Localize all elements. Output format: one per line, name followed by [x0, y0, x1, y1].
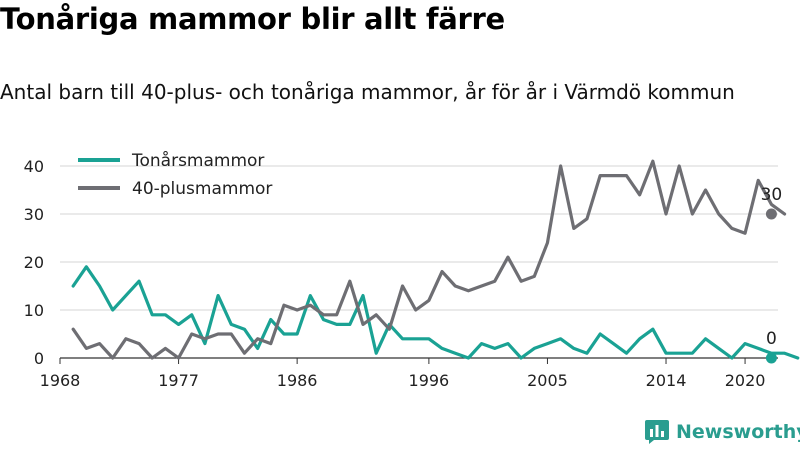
- y-tick-label: 30: [24, 205, 44, 224]
- newsworthy-logo-icon: [645, 420, 669, 444]
- x-tick-label: 1996: [409, 371, 450, 390]
- end-marker: [765, 352, 777, 364]
- chart-subtitle: Antal barn till 40-plus- och tonåriga ma…: [0, 80, 735, 104]
- newsworthy-brand[interactable]: Newsworthy: [645, 420, 800, 444]
- x-tick-label: 1977: [158, 371, 199, 390]
- x-tick-label: 2020: [725, 371, 766, 390]
- x-tick-label: 1968: [40, 371, 81, 390]
- brand-name: Newsworthy: [676, 421, 800, 443]
- x-tick-label: 2014: [646, 371, 687, 390]
- series-line-tonårsmammor: [71, 265, 800, 360]
- x-tick-label: 2005: [527, 371, 568, 390]
- series-line-40-plusmammor: [71, 159, 787, 360]
- chart-title: Tonåriga mammor blir allt färre: [0, 2, 505, 36]
- y-tick-label: 40: [24, 157, 44, 176]
- legend-label: Tonårsmammor: [131, 150, 264, 171]
- y-tick-label: 20: [24, 253, 44, 272]
- x-tick-label: 1986: [277, 371, 318, 390]
- y-tick-label: 10: [24, 301, 44, 320]
- end-label: 30: [761, 185, 783, 205]
- legend-label: 40-plusmammor: [132, 179, 272, 199]
- end-marker: [765, 208, 777, 220]
- y-tick-label: 0: [34, 349, 44, 368]
- end-label: 0: [766, 329, 777, 349]
